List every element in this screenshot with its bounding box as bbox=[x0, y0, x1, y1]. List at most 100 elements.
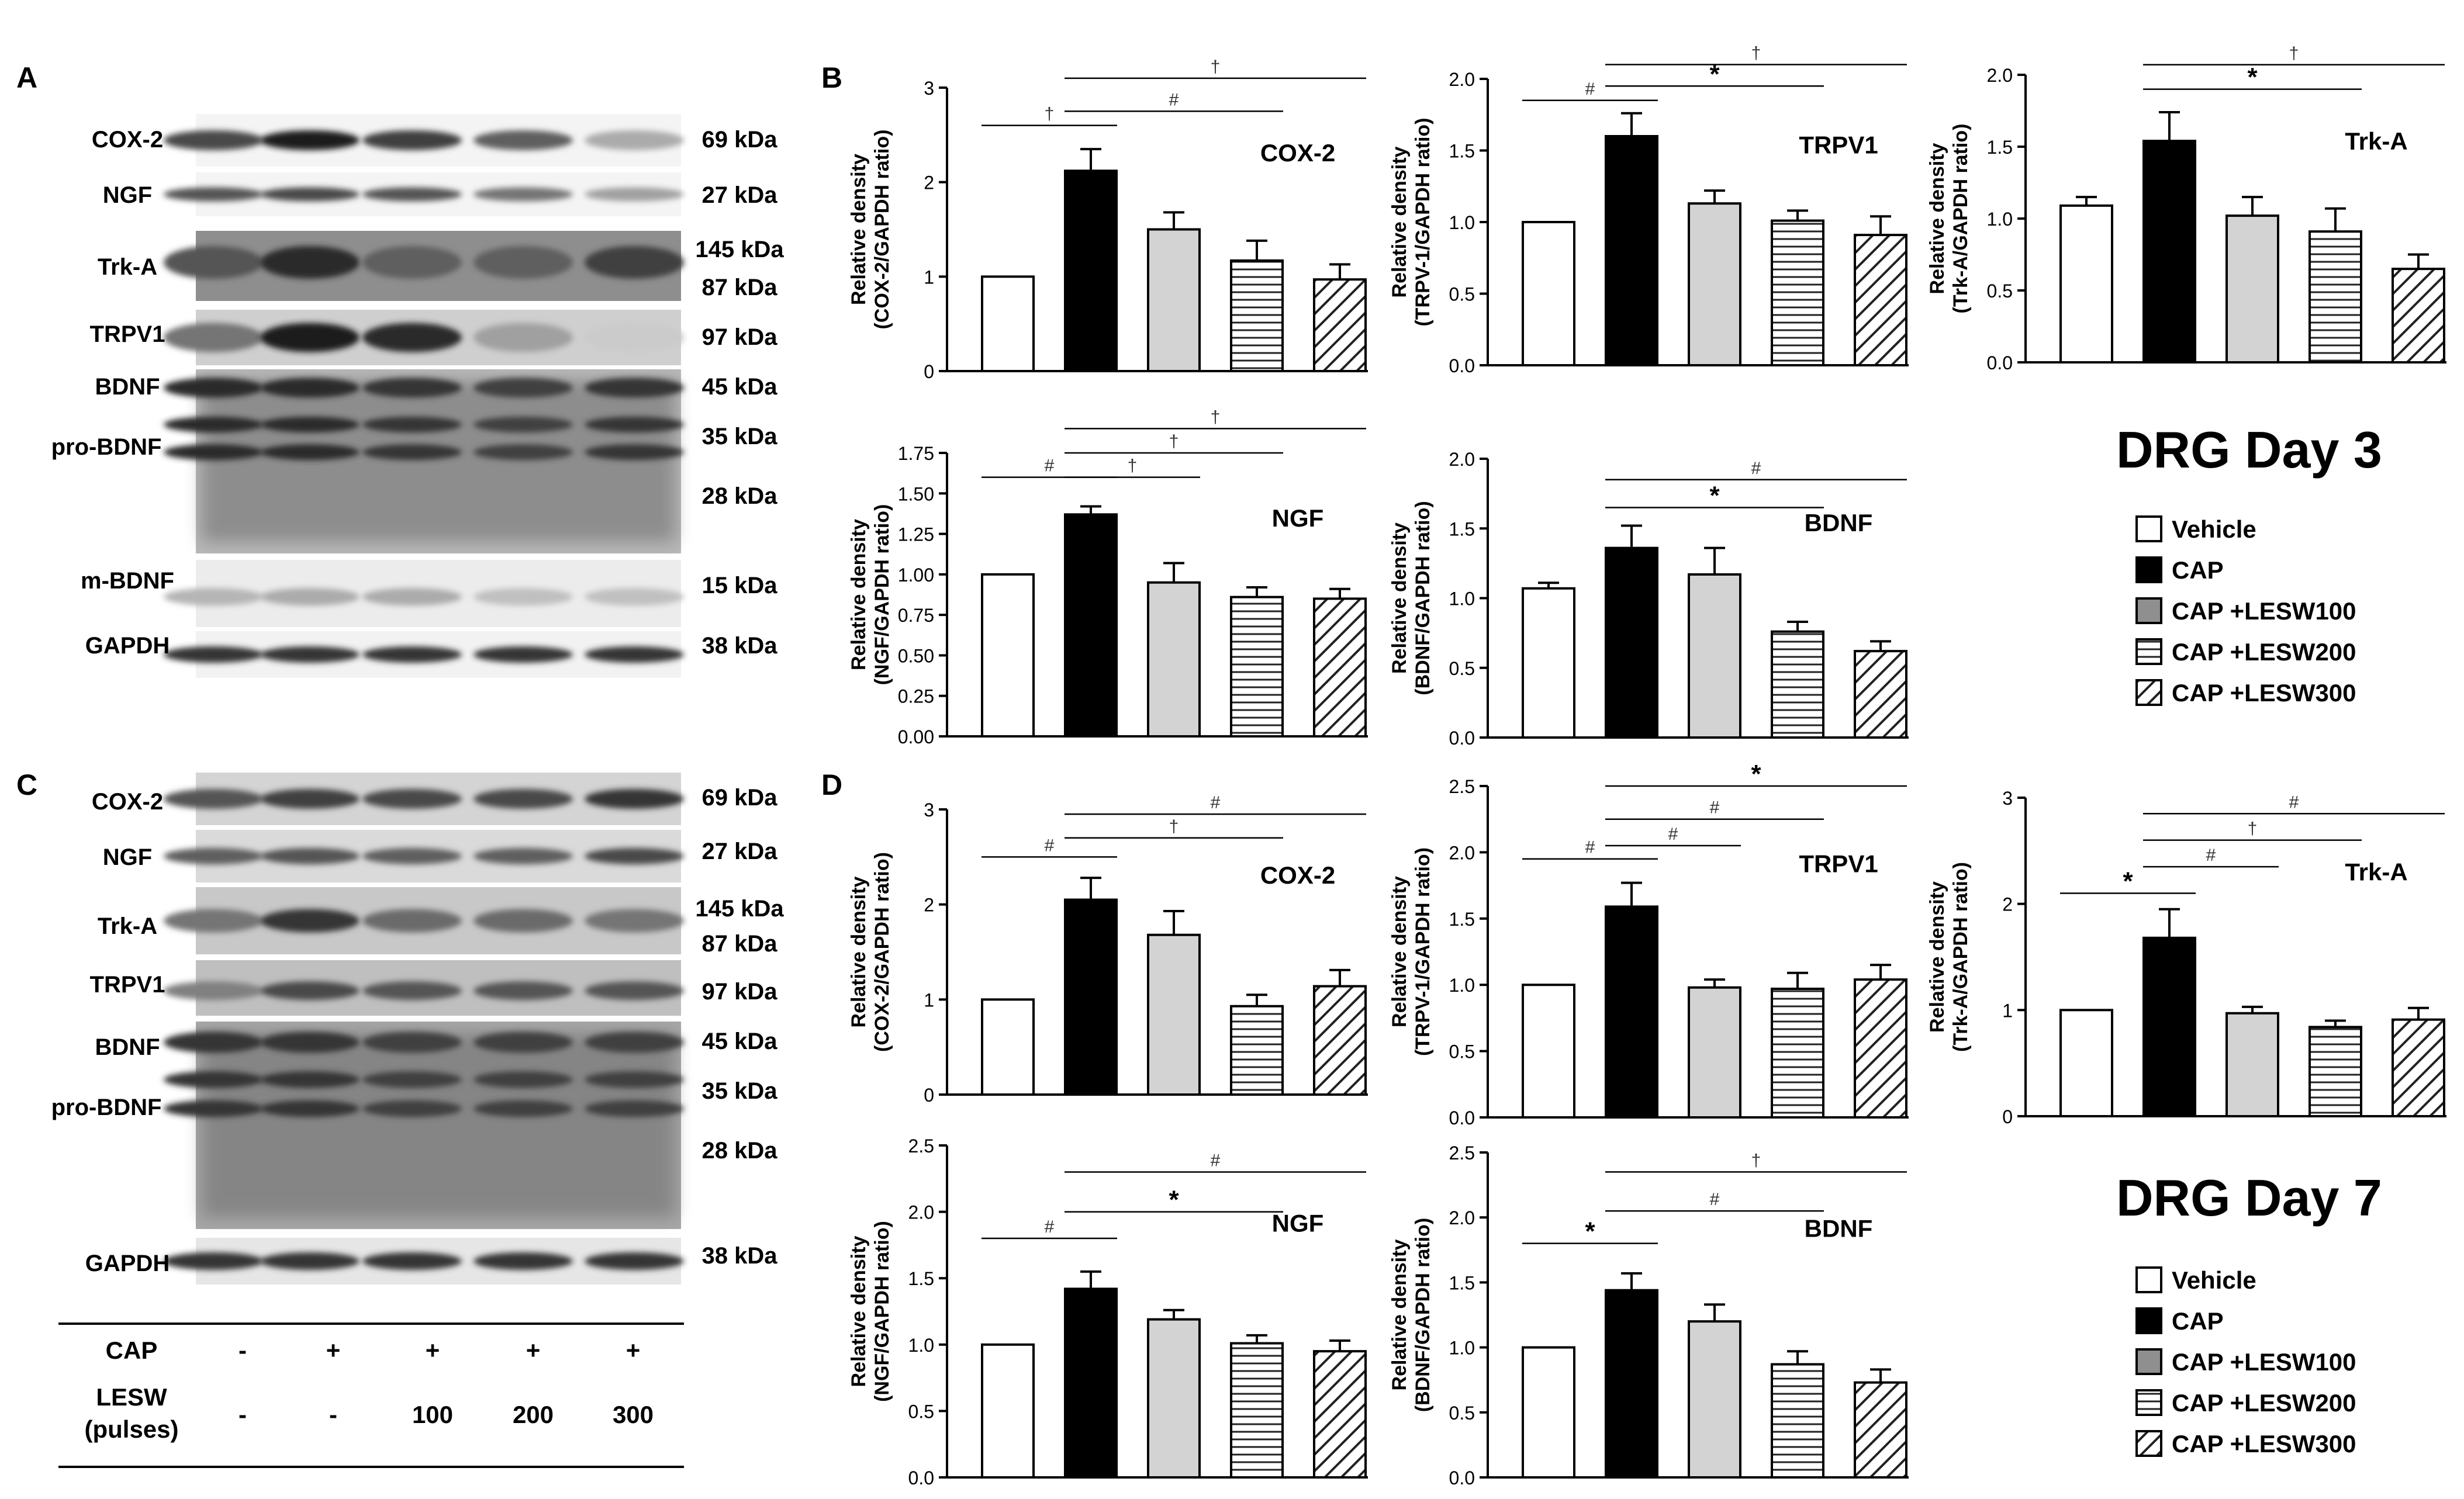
y-tick-label: 2.5 bbox=[1449, 776, 1475, 797]
blot-band bbox=[362, 130, 462, 150]
bar-cap-lesw100 bbox=[1688, 1320, 1741, 1479]
day7-title: DRG Day 7 bbox=[2116, 1169, 2382, 1227]
y-tick-label: 2.0 bbox=[1449, 69, 1475, 90]
blot-sublabel: pro-BDNF bbox=[51, 434, 162, 460]
y-tick-label: 0.0 bbox=[908, 1467, 934, 1488]
bar-cap-lesw200 bbox=[2309, 1026, 2362, 1118]
blot-c-strip-bdnf bbox=[164, 1022, 684, 1229]
y-tick-label: 2 bbox=[2002, 894, 2013, 915]
blot-band bbox=[362, 444, 462, 461]
y-tick-label: 0.0 bbox=[1449, 1107, 1475, 1128]
blot-band bbox=[164, 1100, 263, 1117]
significance-symbol: # bbox=[1710, 1190, 1720, 1209]
significance-symbol: # bbox=[1585, 79, 1595, 99]
table-lesw-value: 300 bbox=[613, 1401, 654, 1428]
y-tick-label: 2.0 bbox=[1987, 65, 2013, 86]
y-tick-label: 3 bbox=[924, 78, 934, 99]
legend-label: CAP +LESW100 bbox=[2172, 597, 2356, 625]
significance-symbol: * bbox=[1709, 481, 1720, 510]
panel-letter-d: D bbox=[821, 768, 842, 801]
blot-kda-label: 87 kDa bbox=[702, 275, 778, 300]
bar-cap-lesw300 bbox=[1313, 1350, 1367, 1479]
blot-band bbox=[164, 1252, 263, 1270]
y-tick-label: 1.5 bbox=[1449, 909, 1475, 930]
blot-band bbox=[164, 981, 263, 1001]
blot-band bbox=[260, 1100, 360, 1117]
bar-vehicle bbox=[2059, 1009, 2113, 1118]
bar-cap-lesw200 bbox=[1771, 630, 1824, 739]
legend-label: Vehicle bbox=[2172, 515, 2256, 543]
chart-title: COX-2 bbox=[1260, 139, 1335, 167]
blot-a-row-bdnf: BDNF pro-BDNF 45 kDa 35 kDa 28 kDa bbox=[51, 369, 777, 553]
blot-a-strip-cox-2 bbox=[164, 114, 684, 167]
chart-title: BDNF bbox=[1805, 509, 1873, 536]
y-tick-label: 2.0 bbox=[1449, 842, 1475, 863]
significance-symbol: # bbox=[1045, 1217, 1055, 1237]
blot-band bbox=[260, 246, 360, 279]
blot-band bbox=[260, 909, 360, 933]
y-axis-label: Relative density(NGF/GAPDH ratio) bbox=[848, 504, 893, 686]
blot-band bbox=[474, 646, 573, 663]
blot-band bbox=[260, 416, 360, 433]
legend-day7: Vehicle CAP CAP +LESW100 CAP +LESW200 CAP +L… bbox=[2135, 1266, 2356, 1458]
blot-a-strip-bdnf bbox=[164, 369, 684, 553]
chart-title: TRPV1 bbox=[1799, 850, 1878, 877]
blot-label: GAPDH bbox=[85, 1251, 170, 1276]
blot-band bbox=[164, 246, 263, 279]
blot-c-strip-trpv1 bbox=[164, 960, 684, 1016]
significance-symbol: # bbox=[1169, 90, 1179, 109]
blot-band bbox=[260, 1071, 360, 1088]
blot-band bbox=[260, 1252, 360, 1270]
bar-vehicle bbox=[1522, 221, 1575, 366]
bar-cap bbox=[2142, 936, 2196, 1118]
y-tick-label: 1.50 bbox=[898, 483, 934, 504]
chart-b_trka: 0.0 0.5 1.0 1.5 2.0 Relative density(Trk-A/GA… bbox=[1926, 44, 2446, 373]
bar-cap-lesw300 bbox=[1854, 1381, 1907, 1479]
significance-symbol: * bbox=[2247, 63, 2258, 92]
significance-symbol: † bbox=[1045, 105, 1055, 124]
blot-band bbox=[585, 378, 684, 398]
western-blot-a: COX-2 69 kDa NGF 27 kDa Trk-A 145 kDa 87 kDa TR… bbox=[51, 114, 784, 678]
blot-kda-label: 35 kDa bbox=[702, 1078, 778, 1104]
blot-band bbox=[585, 444, 684, 461]
bar-cap-lesw200 bbox=[1771, 988, 1824, 1119]
blot-band bbox=[260, 378, 360, 398]
blot-label: COX-2 bbox=[92, 127, 163, 153]
blot-band bbox=[260, 130, 360, 150]
blot-band bbox=[362, 1100, 462, 1117]
legend-label: CAP +LESW300 bbox=[2172, 679, 2356, 707]
blot-label: BDNF bbox=[95, 1034, 160, 1060]
chart-d_trka: 0 1 2 3 Relative density(Trk-A/GAPDH ratio) T… bbox=[1926, 788, 2446, 1127]
y-tick-label: 1 bbox=[924, 266, 934, 288]
blot-band bbox=[362, 416, 462, 433]
y-tick-label: 0.5 bbox=[1449, 658, 1475, 679]
chart-d_ngf: 0.0 0.5 1.0 1.5 2.0 2.5 Relative density(NGF/G… bbox=[848, 1135, 1368, 1488]
blot-kda-label: 97 kDa bbox=[702, 979, 778, 1005]
blot-band bbox=[164, 848, 263, 864]
chart-d_bdnf: 0.0 0.5 1.0 1.5 2.0 2.5 Relative density(BDNF/… bbox=[1388, 1143, 1909, 1488]
blot-band bbox=[164, 323, 263, 352]
significance-symbol: † bbox=[1169, 432, 1179, 451]
significance-symbol: † bbox=[1751, 1151, 1761, 1170]
blot-band bbox=[260, 323, 360, 352]
y-tick-label: 0 bbox=[2002, 1106, 2013, 1127]
significance-symbol: # bbox=[2289, 792, 2299, 812]
y-tick-label: 1.75 bbox=[898, 443, 934, 464]
blot-band bbox=[260, 646, 360, 663]
y-tick-label: 1 bbox=[924, 989, 934, 1010]
blot-c-strip-gapdh bbox=[164, 1238, 684, 1285]
y-axis-label: Relative density(TRPV-1/GAPDH ratio) bbox=[1388, 117, 1434, 326]
bar-vehicle bbox=[1522, 984, 1575, 1119]
y-tick-label: 1.5 bbox=[1449, 518, 1475, 539]
blot-c-row-bdnf: BDNF pro-BDNF 45 kDa 35 kDa 28 kDa bbox=[51, 1022, 778, 1229]
significance-symbol: * bbox=[1169, 1186, 1179, 1214]
y-axis-label: Relative density(Trk-A/GAPDH ratio) bbox=[1926, 124, 1972, 314]
y-tick-label: 2.0 bbox=[1449, 1207, 1475, 1228]
table-cap-value: + bbox=[626, 1337, 641, 1364]
blot-band bbox=[164, 187, 263, 202]
chart-title: NGF bbox=[1272, 504, 1324, 532]
bar-cap bbox=[1605, 546, 1658, 739]
legend-item-cap: CAP bbox=[2135, 556, 2224, 584]
